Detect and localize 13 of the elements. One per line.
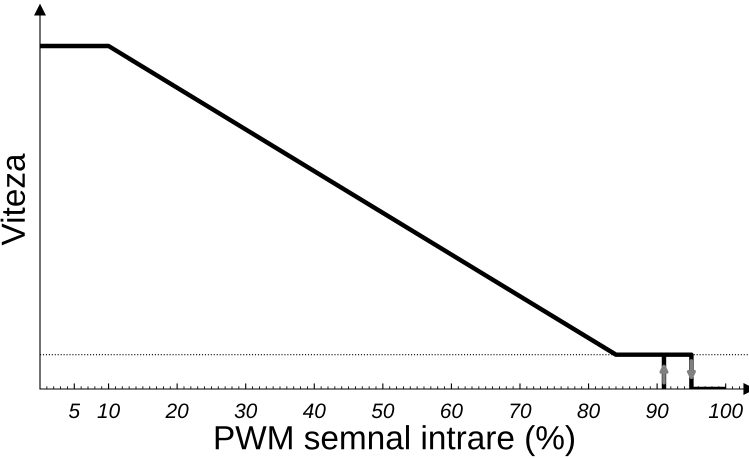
x-tick-label: 20	[165, 403, 189, 418]
x-tick-label: 10	[98, 403, 120, 418]
x-tick-label: 100	[708, 403, 743, 418]
y-axis-title: Viteza	[0, 153, 26, 246]
x-tick-label: 60	[440, 403, 463, 418]
x-tick-label: 90	[646, 403, 669, 418]
x-tick-label: 40	[302, 403, 326, 418]
x-tick-label: 30	[234, 403, 258, 418]
x-tick-label: 50	[372, 403, 394, 418]
x-tick-label: 5	[68, 404, 80, 418]
x-tick-label: 70	[510, 403, 532, 418]
x-tick-label: 80	[578, 403, 600, 418]
x-axis-title: PWM semnal intrare (%)	[216, 425, 574, 456]
